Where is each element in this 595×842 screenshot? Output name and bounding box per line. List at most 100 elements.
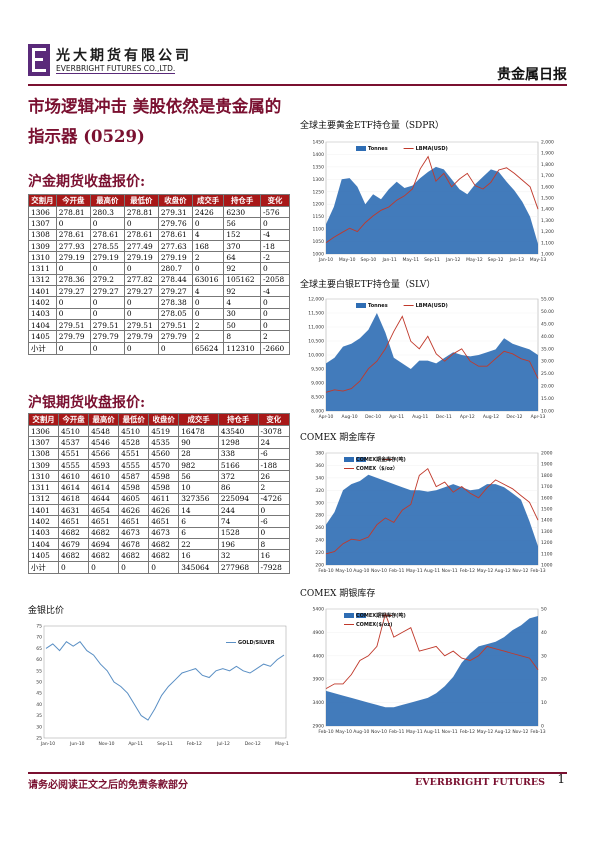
x-tick-label: May-10 xyxy=(335,729,352,735)
x-tick-label: May-11 xyxy=(406,568,423,574)
table-row: 1312 278.36 279.2 277.82 278.44 63016 105162 -2… xyxy=(28,273,291,287)
table-cell: 4644 xyxy=(88,492,120,506)
table-cell: 8 xyxy=(223,330,261,343)
legend-swatch xyxy=(344,457,354,462)
table-cell: 6 xyxy=(178,526,219,539)
table-cell: 1402 xyxy=(27,515,60,528)
table-cell: 1404 xyxy=(28,318,57,332)
y-tick-label: 9,000 xyxy=(311,381,324,387)
table-row: 1401 4631 4654 4626 4626 14 244 0 xyxy=(27,504,291,517)
table-cell: 4631 xyxy=(58,504,90,517)
table-cell: 4682 xyxy=(58,549,90,562)
table-cell: 278.81 xyxy=(123,205,159,219)
table-cell: -18 xyxy=(259,239,291,253)
area-series xyxy=(326,616,538,726)
area-series xyxy=(326,474,538,565)
table-row: 1307 0 0 0 279.76 0 56 0 xyxy=(28,217,291,230)
table-cell: 278.61 xyxy=(89,228,125,241)
table-row: 1402 4651 4651 4651 4651 6 74 -6 xyxy=(27,515,291,528)
table-cell: 0 xyxy=(89,341,125,355)
table-cell: 152 xyxy=(223,228,261,241)
y-tick-label: 3900 xyxy=(313,677,325,683)
table-cell: 4519 xyxy=(148,424,180,438)
footer-divider xyxy=(28,772,567,774)
table-cell: 28 xyxy=(178,447,219,460)
column-header: 成交手 xyxy=(191,194,225,207)
y-tick-label: 25 xyxy=(36,736,42,742)
area-series xyxy=(326,313,538,411)
legend-label: COMEX（$/oz） xyxy=(356,466,398,472)
table-cell: 982 xyxy=(178,458,219,472)
column-header: 交割月 xyxy=(27,413,60,426)
table-cell: 63016 xyxy=(191,273,225,287)
table-cell: 4551 xyxy=(118,447,150,460)
x-tick-label: Jan-10 xyxy=(318,257,333,263)
legend-swatch xyxy=(356,457,366,462)
x-tick-label: Feb-10 xyxy=(318,568,333,574)
table-cell: 372 xyxy=(217,470,259,483)
sdpr-chart-title: 全球主要黄金ETF持仓量（SDPR） xyxy=(300,121,445,131)
ratio-chart: 25 30 35 40 45 50 55 60 65 70 75 Jan-10 Jun-10 Nov-10… xyxy=(28,620,290,750)
x-tick-label: May-12 xyxy=(477,568,494,574)
company-name-cn: 光大期货有限公司 xyxy=(56,48,192,64)
x-tick-label: Feb-13 xyxy=(530,729,545,735)
table-cell: 1311 xyxy=(27,481,60,494)
table-row: 1401 279.27 279.27 279.27 279.27 4 92 -4 xyxy=(28,285,291,298)
table-cell: 1403 xyxy=(28,307,57,320)
table-cell: 0 xyxy=(55,341,91,355)
table-cell: 4610 xyxy=(58,470,90,483)
table-cell: 1401 xyxy=(27,504,60,517)
x-tick-label: May-1 xyxy=(275,741,289,747)
table-cell: 1298 xyxy=(217,436,259,449)
table-row: 1404 4679 4694 4678 4682 22 196 8 xyxy=(27,537,291,551)
y-tick-label: 1300 xyxy=(313,177,325,183)
table-cell: 1306 xyxy=(28,205,57,219)
y2-tick-label: 1,800 xyxy=(541,162,554,168)
table-cell: 278.81 xyxy=(55,205,91,219)
x-tick-label: Feb-11 xyxy=(389,729,404,735)
price-line-series xyxy=(325,467,539,555)
x-tick-label: Apr-11 xyxy=(128,741,143,747)
table-cell: 26 xyxy=(257,470,291,483)
x-tick-label: Feb-10 xyxy=(318,729,333,735)
x-tick-label: Dec-11 xyxy=(436,414,452,420)
comex-silver-chart-title: COMEX 期银库存 xyxy=(300,589,376,599)
table-cell: 4682 xyxy=(88,549,120,562)
table-cell: 4 xyxy=(223,296,261,309)
x-tick-label: Aug-10 xyxy=(353,729,369,735)
table-cell: 1310 xyxy=(27,470,60,483)
table-cell: 4682 xyxy=(58,526,90,539)
y-tick-label: 220 xyxy=(315,550,324,556)
report-title: 市场逻辑冲击 美股依然是贵金属的指示器 (0529) xyxy=(28,97,282,146)
table-cell: 86 xyxy=(217,481,259,494)
x-tick-label: Sep-11 xyxy=(157,741,173,747)
plot-area xyxy=(43,625,287,739)
disclaimer-link[interactable]: 请务必阅读正文之后的免责条款部分 xyxy=(28,780,188,791)
table-cell: 1405 xyxy=(28,330,57,343)
y2-tick-label: 10.00 xyxy=(541,409,554,415)
table-cell: 280.3 xyxy=(89,205,125,219)
table-cell: -2660 xyxy=(259,341,291,355)
x-tick-label: Nov-10 xyxy=(98,741,114,747)
table-cell: 279.31 xyxy=(157,205,193,219)
table-cell: 0 xyxy=(123,217,159,230)
column-header: 最低价 xyxy=(123,194,159,207)
comex-gold-chart-title: COMEX 期金库存 xyxy=(300,433,376,443)
x-tick-label: May-10 xyxy=(335,568,352,574)
header-divider xyxy=(28,84,567,86)
table-cell: 0 xyxy=(55,296,91,309)
x-tick-label: Aug-11 xyxy=(424,729,440,735)
x-tick-label: Apr-13 xyxy=(531,414,546,420)
y-tick-label: 240 xyxy=(315,538,324,544)
table-cell: 4598 xyxy=(148,470,180,483)
y2-tick-label: 1,400 xyxy=(541,207,554,213)
table-cell: 4682 xyxy=(118,549,150,562)
x-tick-label: May-13 xyxy=(530,257,547,263)
table-cell: 279.79 xyxy=(123,330,159,343)
table-cell: 92 xyxy=(223,285,261,298)
y-tick-label: 35 xyxy=(36,713,42,719)
table-cell: 279.27 xyxy=(89,285,125,298)
table-cell: 8 xyxy=(257,537,291,551)
x-tick-label: May-10 xyxy=(339,257,356,263)
table-cell: 1312 xyxy=(27,492,60,506)
